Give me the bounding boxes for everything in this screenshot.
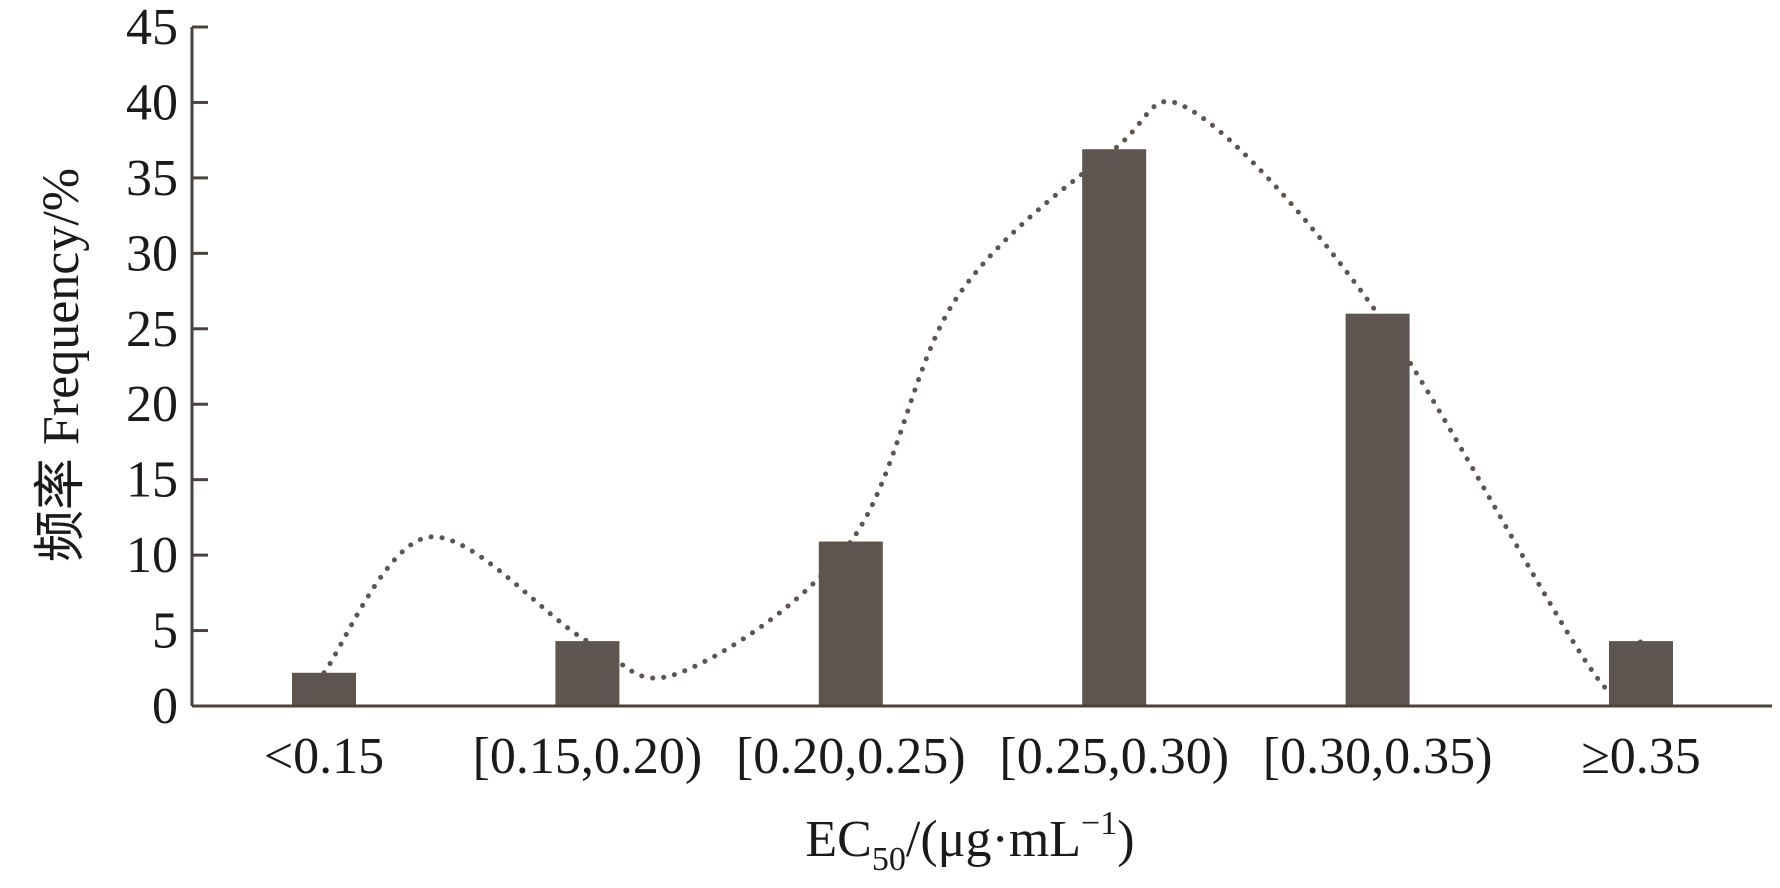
bar-2 xyxy=(555,641,620,706)
trend-line xyxy=(321,98,1644,704)
y-tick-label-20: 20 xyxy=(126,376,178,433)
y-tick-label-30: 30 xyxy=(126,225,178,282)
x-tick-label-3: [0.20,0.25) xyxy=(736,728,966,785)
y-axis-ticks: 0 5 10 15 20 25 30 35 40 45 xyxy=(126,0,208,735)
y-tick-label-45: 45 xyxy=(126,0,178,56)
x-title-close: ) xyxy=(1117,811,1134,868)
x-tick-label-5: [0.30,0.35) xyxy=(1263,728,1493,785)
x-tick-label-4: [0.25,0.30) xyxy=(999,728,1229,785)
y-tick-label-35: 35 xyxy=(126,150,178,207)
x-tick-label-1: <0.15 xyxy=(264,728,384,785)
x-title-units: /(μg·mL xyxy=(906,811,1081,868)
y-tick-label-15: 15 xyxy=(126,452,178,509)
bar-5 xyxy=(1345,313,1410,706)
trend-curve xyxy=(321,98,1644,704)
y-axis-title: 频率 Frequency/% xyxy=(33,168,90,562)
y-tick-label-0: 0 xyxy=(152,678,178,735)
y-tick-label-5: 5 xyxy=(152,603,178,660)
x-title-superscript: −1 xyxy=(1081,805,1117,842)
bar-6 xyxy=(1609,641,1673,706)
bars xyxy=(292,149,1673,707)
y-tick-label-25: 25 xyxy=(126,301,178,358)
x-axis-title: EC50/(μg·mL−1) xyxy=(805,805,1134,878)
x-tick-label-2: [0.15,0.20) xyxy=(473,728,703,785)
x-tick-label-6: ≥0.35 xyxy=(1581,728,1701,785)
bar-4 xyxy=(1082,149,1147,707)
x-axis-labels: <0.15 [0.15,0.20) [0.20,0.25) [0.25,0.30) [0… xyxy=(264,728,1701,785)
x-title-main: EC xyxy=(805,811,871,868)
x-title-subscript: 50 xyxy=(872,841,906,878)
y-tick-label-10: 10 xyxy=(126,527,178,584)
y-tick-label-40: 40 xyxy=(126,74,178,131)
bar-1 xyxy=(292,672,356,706)
